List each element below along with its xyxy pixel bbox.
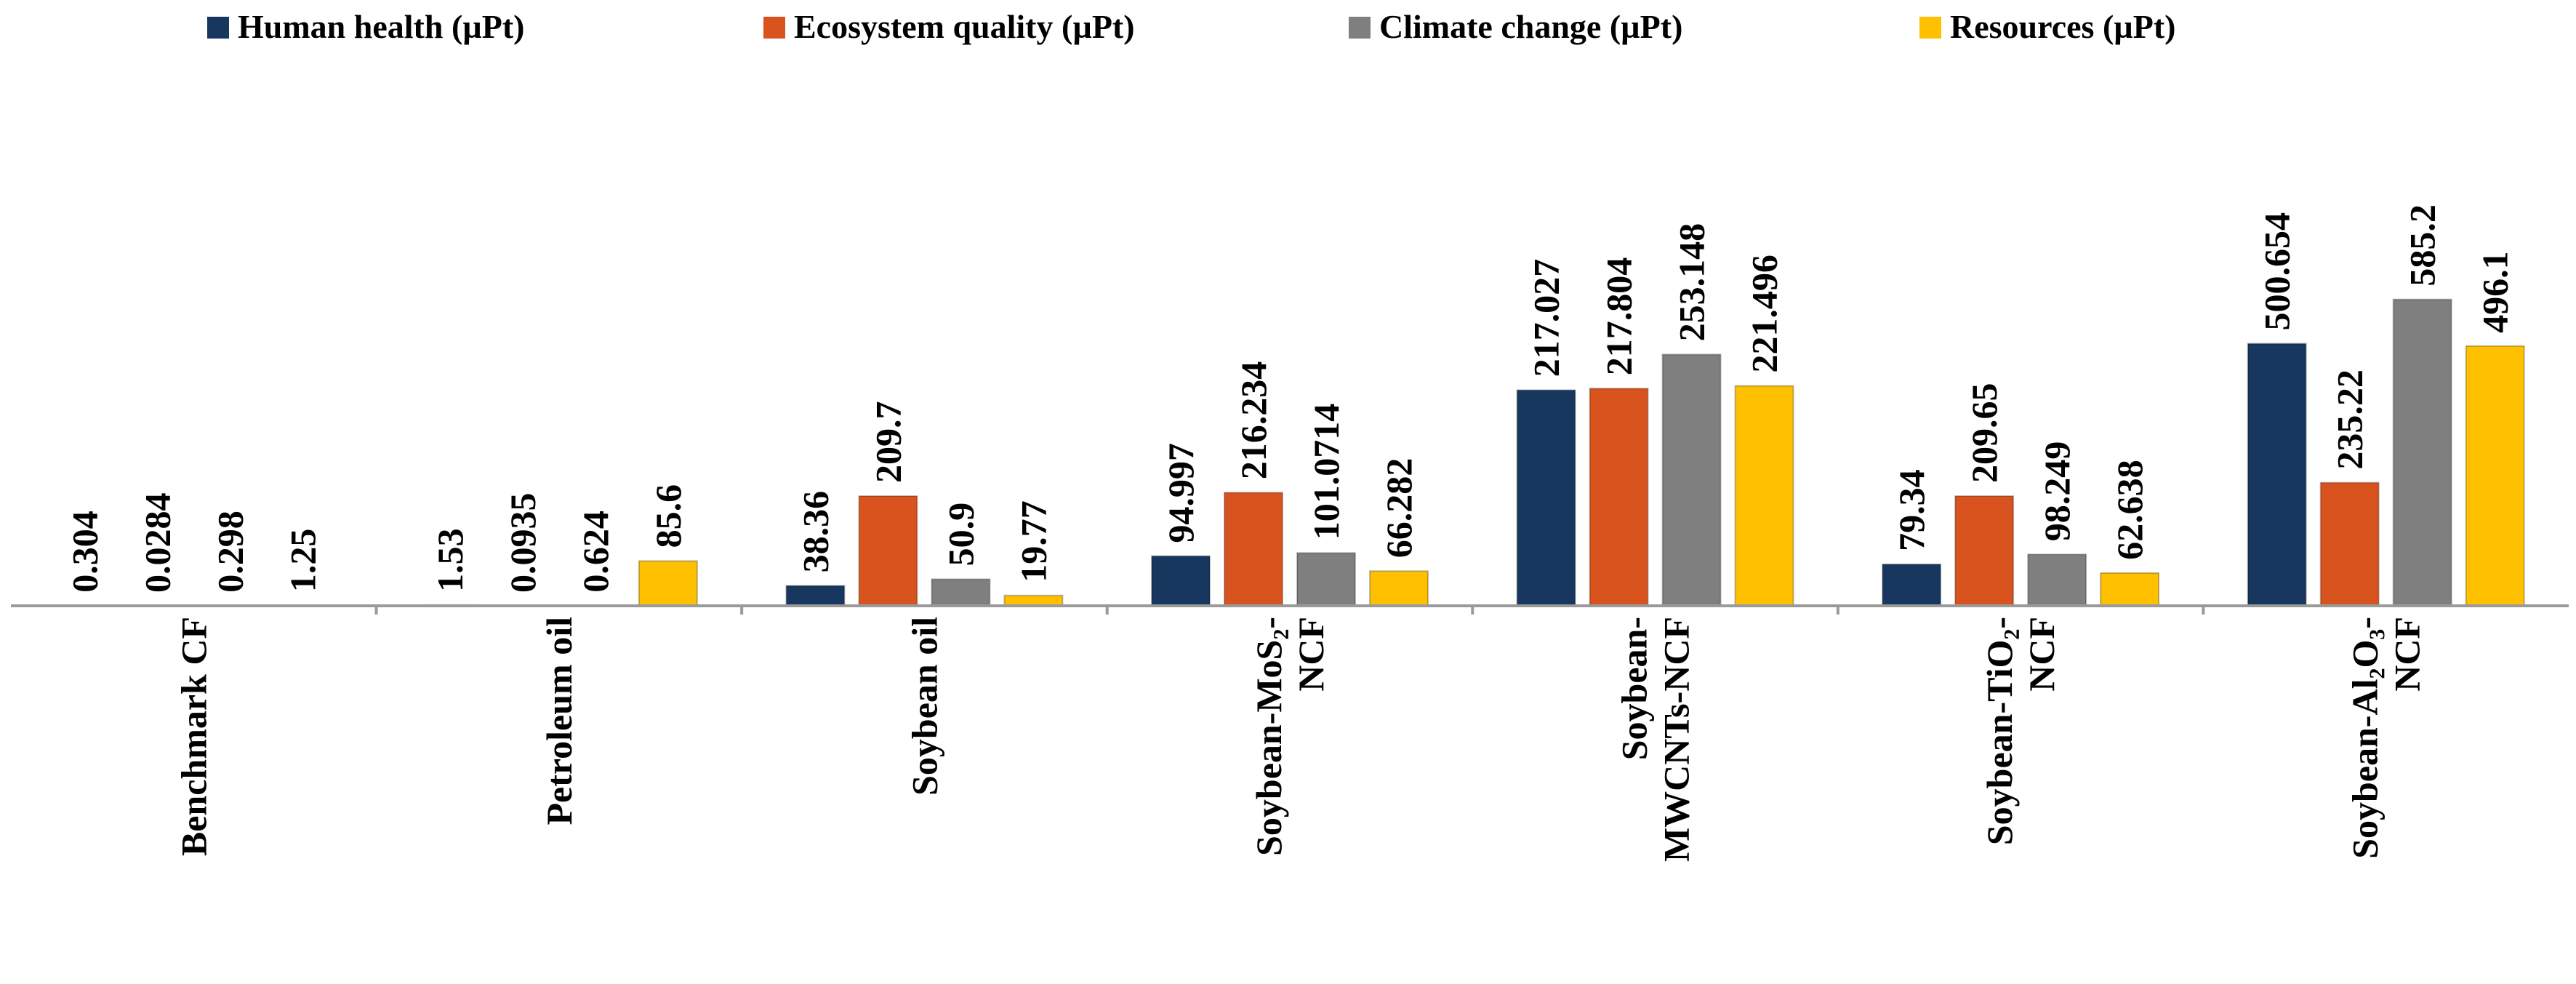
category-label-2-0: Soybean oil xyxy=(904,617,944,796)
value-label-0-2: 0.298 xyxy=(209,511,250,593)
value-label-2-3: 19.77 xyxy=(1013,500,1054,583)
category-label-0-0: Benchmark CF xyxy=(173,617,214,856)
value-label-6-0: 500.654 xyxy=(2257,212,2298,331)
value-label-4-1: 217.804 xyxy=(1599,257,1640,376)
legend: Human health (µPt) Ecosystem quality (µPt… xyxy=(207,8,2176,45)
bar-3-1 xyxy=(1224,492,1283,607)
bar-2-1 xyxy=(858,495,918,607)
value-label-4-2: 253.148 xyxy=(1672,223,1712,342)
bar-6-2 xyxy=(2392,298,2452,607)
value-label-0-0: 0.304 xyxy=(64,511,105,593)
category-label-5-1: NCF xyxy=(2021,617,2062,692)
value-label-4-0: 217.027 xyxy=(1526,259,1567,377)
bars xyxy=(55,298,2525,607)
category-label-4-0: Soybean- xyxy=(1614,617,1655,760)
value-label-0-3: 1.25 xyxy=(282,529,323,593)
value-label-1-0: 1.53 xyxy=(430,528,470,592)
x-axis xyxy=(11,604,2569,615)
category-label-1-0: Petroleum oil xyxy=(539,617,579,825)
bar-4-0 xyxy=(1516,389,1576,607)
category-labels: Benchmark CF Petroleum oil Soybean oil Soyb… xyxy=(173,617,2427,862)
bar-2-2 xyxy=(931,578,991,607)
legend-label-0: Human health (µPt) xyxy=(238,8,525,45)
value-label-3-0: 94.997 xyxy=(1160,443,1201,543)
value-label-2-0: 38.36 xyxy=(795,491,835,573)
value-labels: 0.304 0.0284 0.298 1.25 1.53 0.0935 0.624 85.6 3… xyxy=(64,204,2515,593)
bar-2-0 xyxy=(785,585,846,607)
value-label-5-2: 98.249 xyxy=(2037,441,2077,542)
legend-swatch-3 xyxy=(1919,17,1941,39)
category-label-6-1: NCF xyxy=(2387,617,2428,692)
value-label-3-3: 66.282 xyxy=(1379,458,1419,559)
value-label-5-3: 62.638 xyxy=(2109,460,2150,560)
bar-5-2 xyxy=(2027,553,2087,607)
value-label-5-0: 79.34 xyxy=(1891,469,1932,551)
value-label-1-3: 85.6 xyxy=(648,484,689,548)
legend-swatch-2 xyxy=(1349,17,1371,39)
bar-5-1 xyxy=(1954,495,2015,607)
bar-4-3 xyxy=(1734,385,1794,607)
bar-6-0 xyxy=(2247,343,2307,607)
category-label-4-1: MWCNTs-NCF xyxy=(1656,617,1697,862)
legend-swatch-1 xyxy=(763,17,785,39)
legend-swatch-0 xyxy=(207,17,229,39)
bar-6-3 xyxy=(2465,345,2525,607)
bar-1-3 xyxy=(638,560,698,607)
value-label-1-1: 0.0935 xyxy=(502,492,543,593)
bar-5-0 xyxy=(1882,563,1942,607)
bar-3-3 xyxy=(1369,570,1429,607)
category-label-3-0: Soybean-MoS₂- xyxy=(1248,617,1289,856)
bar-3-2 xyxy=(1296,552,1356,607)
value-label-2-2: 50.9 xyxy=(940,503,981,567)
bar-3-0 xyxy=(1151,555,1211,607)
legend-label-1: Ecosystem quality (µPt) xyxy=(794,8,1135,45)
category-label-5-0: Soybean-TiO₂- xyxy=(1979,617,2020,845)
value-label-6-1: 235.22 xyxy=(2330,369,2370,470)
bar-4-1 xyxy=(1589,388,1649,607)
value-label-6-3: 496.1 xyxy=(2475,251,2516,333)
value-label-1-2: 0.624 xyxy=(575,511,616,593)
category-label-3-1: NCF xyxy=(1291,617,1331,692)
value-label-3-1: 216.234 xyxy=(1233,361,1274,480)
value-label-5-1: 209.65 xyxy=(1964,383,2005,484)
value-label-0-1: 0.0284 xyxy=(137,492,177,593)
bar-5-3 xyxy=(2100,572,2160,607)
category-label-6-0: Soybean-Al₂O₃- xyxy=(2345,617,2386,859)
bar-2-3 xyxy=(1003,594,1064,607)
value-label-3-2: 101.0714 xyxy=(1306,404,1347,540)
value-label-2-1: 209.7 xyxy=(867,401,908,484)
bar-6-1 xyxy=(2319,481,2380,607)
bar-4-2 xyxy=(1661,353,1722,607)
value-label-4-3: 221.496 xyxy=(1744,255,1785,373)
legend-label-3: Resources (µPt) xyxy=(1950,8,2176,45)
legend-label-2: Climate change (µPt) xyxy=(1379,8,1682,45)
value-label-6-2: 585.2 xyxy=(2402,204,2443,287)
